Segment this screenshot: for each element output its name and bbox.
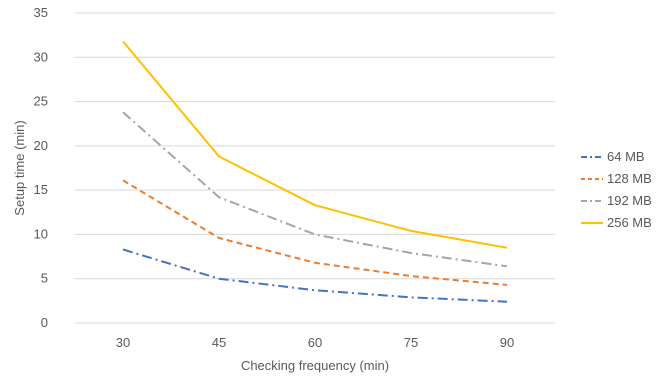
- y-tick-label: 25: [34, 94, 48, 109]
- y-axis-ticks: 0 5 10 15 20 25 30 35: [34, 5, 48, 330]
- x-tick-label: 75: [404, 335, 418, 350]
- y-tick-label: 35: [34, 5, 48, 20]
- y-tick-label: 10: [34, 226, 48, 241]
- y-tick-label: 15: [34, 182, 48, 197]
- legend-label: 64 MB: [607, 149, 645, 164]
- x-tick-label: 45: [212, 335, 226, 350]
- x-axis-title: Checking frequency (min): [241, 358, 389, 373]
- x-tick-label: 60: [308, 335, 322, 350]
- y-tick-label: 0: [41, 315, 48, 330]
- y-tick-label: 20: [34, 138, 48, 153]
- legend-label: 192 MB: [607, 193, 652, 208]
- legend-label: 256 MB: [607, 215, 652, 230]
- gridlines: [75, 12, 555, 324]
- legend: 64 MB 128 MB 192 MB 256 MB: [581, 149, 652, 230]
- y-tick-label: 5: [41, 271, 48, 286]
- series-lines: [122, 40, 508, 303]
- series-line-192-mb: [122, 111, 508, 268]
- series-line-64-mb: [122, 248, 508, 303]
- x-axis-ticks: 30 45 60 75 90: [116, 335, 514, 350]
- series-line-256-mb: [122, 40, 508, 249]
- y-tick-label: 30: [34, 49, 48, 64]
- legend-label: 128 MB: [607, 171, 652, 186]
- series-line-128-mb: [122, 179, 508, 286]
- x-tick-label: 90: [500, 335, 514, 350]
- x-tick-label: 30: [116, 335, 130, 350]
- y-axis-title: Setup time (min): [12, 120, 27, 215]
